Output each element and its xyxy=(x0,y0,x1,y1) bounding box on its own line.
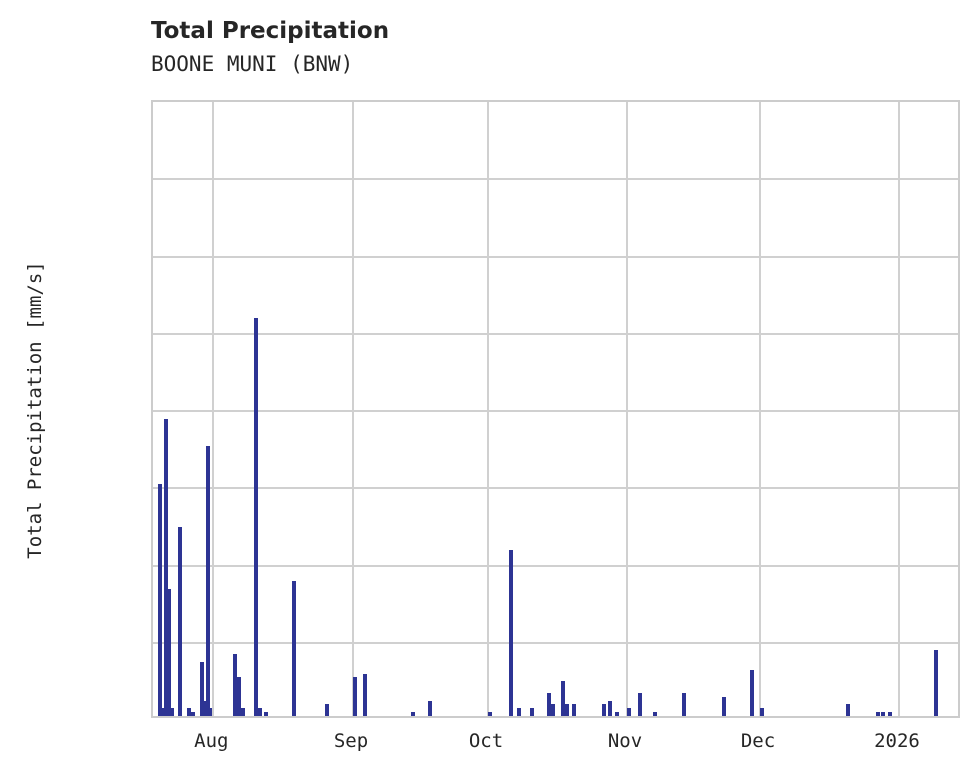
bar xyxy=(546,692,551,716)
x-tick-label: Dec xyxy=(740,730,776,752)
gridline-horizontal xyxy=(153,178,958,181)
gridline-horizontal xyxy=(153,564,958,567)
bar xyxy=(233,654,238,716)
bar xyxy=(881,712,886,716)
x-tick-label: Nov xyxy=(607,730,643,752)
x-tick-label: 2026 xyxy=(874,730,920,752)
plot-area xyxy=(151,100,960,718)
x-tick-label: Oct xyxy=(468,730,504,752)
gridline-horizontal xyxy=(153,410,958,412)
bar xyxy=(428,700,433,716)
bar xyxy=(161,708,165,716)
bar xyxy=(258,708,263,716)
bar xyxy=(934,650,939,716)
bar xyxy=(169,708,174,716)
bar xyxy=(158,484,163,716)
bar xyxy=(551,704,556,716)
bar xyxy=(682,692,687,716)
bar xyxy=(177,526,182,716)
bar xyxy=(208,708,212,716)
bar xyxy=(508,549,513,716)
bar xyxy=(164,418,168,716)
bar xyxy=(876,712,881,716)
x-tick-label: Aug xyxy=(194,730,229,752)
bar xyxy=(411,712,416,716)
bar xyxy=(202,700,207,716)
bar xyxy=(638,692,643,716)
bar xyxy=(887,712,892,716)
bar xyxy=(517,708,522,716)
bar xyxy=(560,681,565,716)
bar xyxy=(200,661,204,716)
bar xyxy=(607,700,612,716)
chart-title: Total Precipitation xyxy=(151,18,390,44)
bar xyxy=(264,712,269,716)
bar xyxy=(363,673,368,716)
bar xyxy=(488,712,492,716)
bar xyxy=(186,708,191,716)
bar xyxy=(845,704,850,716)
bar xyxy=(614,712,619,716)
bar xyxy=(721,696,726,716)
bar xyxy=(241,708,246,716)
gridline-vertical xyxy=(625,102,628,716)
bar xyxy=(750,669,755,716)
gridline-vertical xyxy=(212,102,215,716)
gridline-horizontal xyxy=(153,641,958,644)
bar xyxy=(564,704,569,716)
gridline-horizontal xyxy=(153,487,958,490)
gridline-vertical xyxy=(351,102,354,716)
bar xyxy=(205,445,210,716)
bar xyxy=(652,712,657,716)
bar xyxy=(324,704,329,716)
gridline-horizontal xyxy=(153,255,958,258)
x-tick-label: Sep xyxy=(333,730,369,752)
bar xyxy=(352,677,357,716)
bar xyxy=(292,580,297,716)
bar xyxy=(254,318,259,716)
bar xyxy=(529,708,534,716)
bar xyxy=(601,704,606,716)
chart-subtitle: BOONE MUNI (BNW) xyxy=(151,52,354,76)
gridline-horizontal xyxy=(153,332,958,335)
bar xyxy=(166,588,171,716)
gridline-vertical xyxy=(487,102,489,716)
bar xyxy=(626,708,631,716)
bar xyxy=(237,677,242,716)
bar xyxy=(191,712,196,716)
bar xyxy=(759,708,764,716)
bar xyxy=(572,704,577,716)
gridline-vertical xyxy=(897,102,900,716)
gridline-vertical xyxy=(758,102,761,716)
